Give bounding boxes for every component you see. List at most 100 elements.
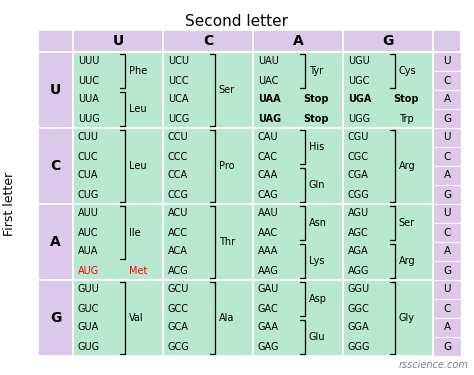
- Text: Ser: Ser: [399, 218, 415, 228]
- Bar: [433, 128, 461, 147]
- Text: Pro: Pro: [219, 161, 234, 171]
- Text: CUG: CUG: [78, 189, 100, 200]
- Bar: [433, 71, 461, 90]
- Text: Stop: Stop: [393, 94, 419, 105]
- Bar: [433, 318, 461, 337]
- Bar: [433, 52, 461, 71]
- Bar: [433, 166, 461, 185]
- Text: AUU: AUU: [78, 209, 99, 219]
- Text: Val: Val: [129, 313, 144, 323]
- Text: UGA: UGA: [348, 94, 371, 105]
- Text: U: U: [443, 285, 451, 294]
- Text: AGA: AGA: [348, 246, 369, 256]
- Bar: [433, 147, 461, 166]
- Text: A: A: [292, 34, 303, 48]
- Text: G: G: [443, 189, 451, 200]
- Text: A: A: [444, 246, 451, 256]
- Text: CGC: CGC: [348, 152, 369, 162]
- Bar: [163, 204, 253, 280]
- Text: CCA: CCA: [168, 171, 188, 180]
- Text: CUC: CUC: [78, 152, 99, 162]
- Text: C: C: [443, 228, 451, 237]
- Bar: [38, 52, 73, 128]
- Text: AGG: AGG: [348, 266, 370, 276]
- Bar: [38, 280, 73, 356]
- Text: Met: Met: [129, 266, 147, 276]
- Text: CUU: CUU: [78, 132, 99, 142]
- Text: GAA: GAA: [258, 322, 279, 333]
- Bar: [433, 280, 461, 299]
- Text: A: A: [444, 322, 451, 333]
- Text: ACC: ACC: [168, 228, 188, 237]
- Text: CCC: CCC: [168, 152, 188, 162]
- Text: A: A: [444, 171, 451, 180]
- Text: UAC: UAC: [258, 75, 278, 86]
- Bar: [253, 204, 343, 280]
- Text: GGA: GGA: [348, 322, 370, 333]
- Text: G: G: [383, 34, 394, 48]
- Bar: [343, 204, 433, 280]
- Text: GUC: GUC: [78, 303, 100, 313]
- Text: AGU: AGU: [348, 209, 369, 219]
- Text: Asp: Asp: [309, 294, 327, 304]
- Text: GGC: GGC: [348, 303, 370, 313]
- Text: C: C: [443, 152, 451, 162]
- Text: GUU: GUU: [78, 285, 100, 294]
- Bar: [73, 30, 163, 52]
- Text: UAA: UAA: [258, 94, 281, 105]
- Text: AUA: AUA: [78, 246, 99, 256]
- Text: UAU: UAU: [258, 57, 279, 66]
- Text: UGG: UGG: [348, 114, 370, 123]
- Bar: [433, 109, 461, 128]
- Text: AGC: AGC: [348, 228, 369, 237]
- Text: GAU: GAU: [258, 285, 279, 294]
- Text: U: U: [443, 132, 451, 142]
- Text: A: A: [50, 235, 61, 249]
- Text: Glu: Glu: [309, 332, 325, 342]
- Text: U: U: [112, 34, 124, 48]
- Text: GAG: GAG: [258, 342, 280, 351]
- Bar: [433, 261, 461, 280]
- Text: GCA: GCA: [168, 322, 189, 333]
- Text: CAC: CAC: [258, 152, 278, 162]
- Bar: [433, 299, 461, 318]
- Text: UCC: UCC: [168, 75, 189, 86]
- Text: C: C: [443, 303, 451, 313]
- Text: Ile: Ile: [129, 228, 140, 237]
- Text: Stop: Stop: [303, 114, 329, 123]
- Text: Stop: Stop: [303, 94, 329, 105]
- Text: C: C: [50, 159, 61, 173]
- Bar: [433, 242, 461, 261]
- Bar: [73, 280, 163, 356]
- Text: Gly: Gly: [399, 313, 415, 323]
- Text: GCC: GCC: [168, 303, 189, 313]
- Text: CAG: CAG: [258, 189, 279, 200]
- Text: Trp: Trp: [399, 114, 413, 123]
- Text: UAG: UAG: [258, 114, 281, 123]
- Bar: [433, 204, 461, 223]
- Text: G: G: [50, 311, 61, 325]
- Text: Asn: Asn: [309, 218, 327, 228]
- Text: AAA: AAA: [258, 246, 278, 256]
- Text: Lys: Lys: [309, 256, 324, 266]
- Bar: [253, 52, 343, 128]
- Text: Leu: Leu: [129, 104, 146, 114]
- Text: ACG: ACG: [168, 266, 189, 276]
- Text: AAC: AAC: [258, 228, 278, 237]
- Text: Arg: Arg: [399, 256, 415, 266]
- Text: AUC: AUC: [78, 228, 99, 237]
- Text: ACA: ACA: [168, 246, 188, 256]
- Text: GUG: GUG: [78, 342, 100, 351]
- Text: G: G: [443, 266, 451, 276]
- Text: U: U: [50, 83, 61, 97]
- Text: CAU: CAU: [258, 132, 279, 142]
- Text: Ala: Ala: [219, 313, 234, 323]
- Text: UUU: UUU: [78, 57, 100, 66]
- Text: His: His: [309, 142, 324, 152]
- Bar: [38, 30, 461, 52]
- Bar: [163, 280, 253, 356]
- Bar: [73, 52, 163, 128]
- Text: CUA: CUA: [78, 171, 99, 180]
- Bar: [343, 30, 433, 52]
- Bar: [433, 223, 461, 242]
